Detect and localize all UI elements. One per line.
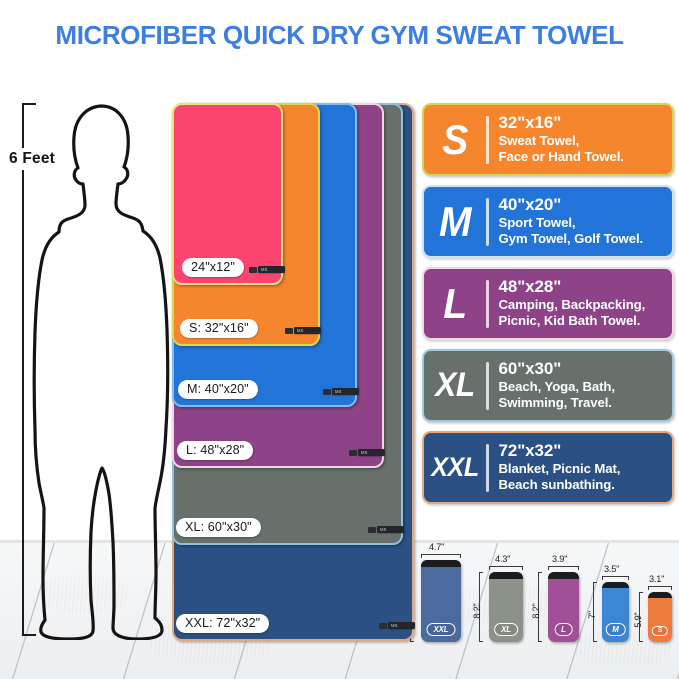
pouch-height-label-s: 5.9" xyxy=(633,612,643,628)
size-card-uses-xxl: Blanket, Picnic Mat, Beach sunbathing. xyxy=(498,460,621,493)
pouch-width-label-m: 3.5" xyxy=(604,564,620,574)
pouch-height-label-xl: 8.2" xyxy=(472,603,482,619)
size-card-s[interactable]: S 32"x16" Sweat Towel, Face or Hand Towe… xyxy=(422,103,674,176)
pouch-body-xxl[interactable]: XXL xyxy=(421,560,461,642)
size-card-dimensions-s: 32"x16" xyxy=(498,112,562,132)
card-divider xyxy=(486,115,489,164)
card-divider xyxy=(486,361,489,410)
card-divider xyxy=(486,197,489,246)
size-card-letter-s: S xyxy=(442,115,468,163)
towel-label-s: S: 32"x16" xyxy=(180,319,258,338)
pouch-body-m[interactable]: M xyxy=(602,582,629,642)
pouch-width-label-xl: 4.3" xyxy=(495,554,511,564)
pouch-cap xyxy=(548,572,579,579)
towel-label-pink: 24"x12" xyxy=(182,258,244,277)
towel-layer-pink[interactable] xyxy=(172,103,283,285)
brand-tag: MS xyxy=(379,622,415,629)
size-card-body-m: 40"x20" Sport Towel, Gym Towel, Golf Tow… xyxy=(499,188,650,256)
pouch-s[interactable]: 3.1" 5.9" S xyxy=(633,574,672,642)
brand-tag: MS xyxy=(249,266,285,273)
towel-size-stack: MS MS MS MS MS MS 24"x12" S: 32"x16" M: … xyxy=(172,103,415,641)
pouch-height-label-m: 7" xyxy=(587,611,597,619)
size-card-l[interactable]: L 48"x28" Camping, Backpacking, Picnic, … xyxy=(422,267,674,340)
pouch-width-bracket xyxy=(548,566,579,570)
brand-tag: MS xyxy=(349,449,385,456)
pouch-body-s[interactable]: S xyxy=(648,592,672,642)
pouch-cap xyxy=(421,560,461,567)
size-card-uses-xl: Beach, Yoga, Bath, Swimming, Travel. xyxy=(498,378,616,411)
brand-tag: MS xyxy=(285,327,321,334)
size-card-body-s: 32"x16" Sweat Towel, Face or Hand Towel. xyxy=(499,106,630,174)
pouch-height-bracket xyxy=(593,582,597,642)
towel-label-xl: XL: 60"x30" xyxy=(176,518,261,537)
pouch-badge-xl: XL xyxy=(494,622,518,636)
pouch-badge-s: S xyxy=(651,625,669,636)
size-card-list: S 32"x16" Sweat Towel, Face or Hand Towe… xyxy=(422,103,674,513)
pouch-height-label-l: 8.2" xyxy=(531,603,541,619)
pouch-cap xyxy=(648,592,672,598)
pouch-height-bracket xyxy=(639,592,643,642)
pouch-badge-l: L xyxy=(554,622,573,636)
size-card-dimensions-m: 40"x20" xyxy=(498,194,562,214)
size-card-dimensions-xl: 60"x30" xyxy=(498,358,562,378)
pouch-width-bracket xyxy=(602,576,629,580)
size-card-dimensions-l: 48"x28" xyxy=(498,276,562,296)
card-divider xyxy=(486,279,489,328)
pouch-body-xl[interactable]: XL xyxy=(489,572,523,642)
size-card-uses-l: Camping, Backpacking, Picnic, Kid Bath T… xyxy=(498,296,646,329)
height-scale-bracket xyxy=(22,103,36,636)
pouch-width-label-xxl: 4.7" xyxy=(429,542,445,552)
size-card-letter-xl: XL xyxy=(435,366,475,404)
pouch-badge-m: M xyxy=(605,622,626,636)
pouch-m[interactable]: 3.5" 7" M xyxy=(587,564,629,642)
pouch-width-bracket xyxy=(421,554,461,558)
pouch-width-bracket xyxy=(489,566,523,570)
size-card-letter-l: L xyxy=(443,279,467,327)
towel-label-l: L: 48"x28" xyxy=(177,441,254,460)
brand-tag: MS xyxy=(323,388,359,395)
pouch-cap xyxy=(602,582,629,588)
size-card-m[interactable]: M 40"x20" Sport Towel, Gym Towel, Golf T… xyxy=(422,185,674,258)
card-divider xyxy=(486,443,489,492)
rolled-pouch-row: 4.7" 9.4" XXL 4.3" 8.2" XL 3.9" 8.2" xyxy=(403,527,679,652)
size-card-body-xxl: 72"x32" Blanket, Picnic Mat, Beach sunba… xyxy=(499,434,627,502)
pouch-body-l[interactable]: L xyxy=(548,572,579,642)
size-card-dimensions-xxl: 72"x32" xyxy=(498,440,562,460)
size-card-uses-m: Sport Towel, Gym Towel, Golf Towel. xyxy=(498,214,644,247)
size-card-letter-m: M xyxy=(438,197,472,245)
size-card-xxl[interactable]: XXL 72"x32" Blanket, Picnic Mat, Beach s… xyxy=(422,431,674,504)
towel-label-m: M: 40"x20" xyxy=(178,380,258,399)
pouch-height-bracket xyxy=(479,572,483,642)
pouch-width-label-s: 3.1" xyxy=(649,574,665,584)
size-card-body-xl: 60"x30" Beach, Yoga, Bath, Swimming, Tra… xyxy=(499,352,621,420)
pouch-width-label-l: 3.9" xyxy=(552,554,568,564)
size-card-xl[interactable]: XL 60"x30" Beach, Yoga, Bath, Swimming, … xyxy=(422,349,674,422)
pouch-cap xyxy=(489,572,523,579)
height-scale-label: 6 Feet xyxy=(6,148,58,170)
pouch-l[interactable]: 3.9" 8.2" L xyxy=(531,554,579,642)
pouch-height-bracket xyxy=(538,572,542,642)
human-silhouette-icon xyxy=(32,104,170,640)
brand-tag: MS xyxy=(368,526,404,533)
pouch-xl[interactable]: 4.3" 8.2" XL xyxy=(472,554,523,642)
pouch-xxl[interactable]: 4.7" 9.4" XXL xyxy=(403,542,461,642)
size-card-body-l: 48"x28" Camping, Backpacking, Picnic, Ki… xyxy=(499,270,652,338)
pouch-width-bracket xyxy=(648,586,672,590)
size-card-letter-xxl: XXL xyxy=(431,452,479,482)
size-card-uses-s: Sweat Towel, Face or Hand Towel. xyxy=(498,132,624,165)
towel-label-xxl: XXL: 72"x32" xyxy=(176,614,270,633)
page-title: MICROFIBER QUICK DRY GYM SWEAT TOWEL xyxy=(55,22,624,50)
pouch-badge-xxl: XXL xyxy=(426,622,456,636)
